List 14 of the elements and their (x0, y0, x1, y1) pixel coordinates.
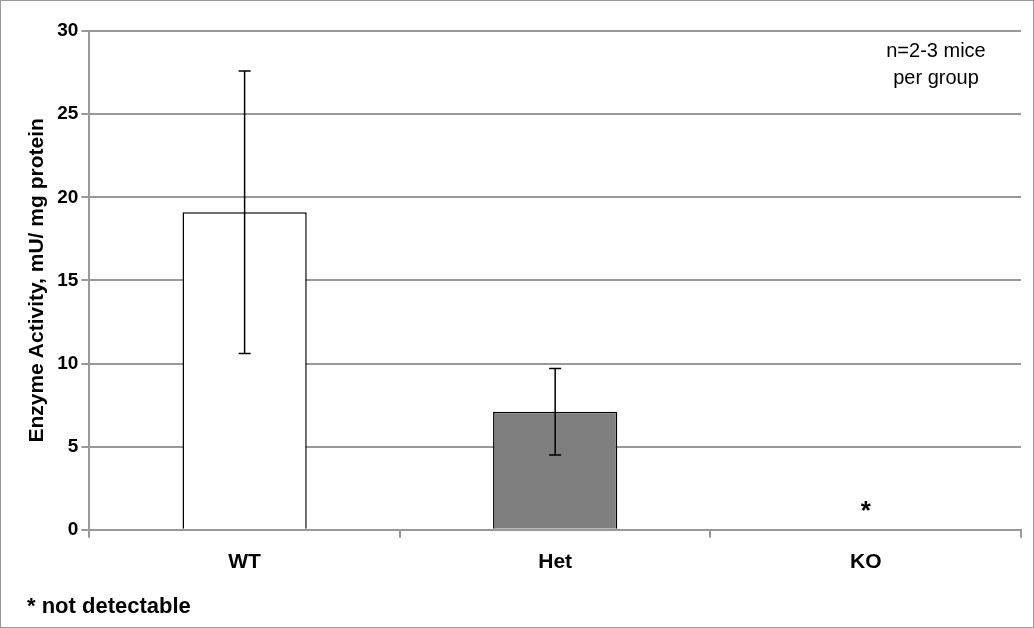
y-tick-label: 5 (67, 434, 79, 456)
x-tick-label: WT (228, 549, 262, 573)
text: * not detectable (27, 593, 191, 618)
annotation: n=2-3 mice per group (886, 38, 986, 88)
y-tick-label: 20 (57, 185, 79, 207)
y-tick-label: 25 (57, 102, 79, 124)
y-tick-label: 0 (67, 518, 79, 540)
y-tick-label: 10 (57, 351, 79, 373)
y-tick-label: 30 (57, 19, 79, 41)
y-tick-label: 15 (57, 268, 79, 290)
annotation: * (860, 494, 872, 525)
x-tick-label: KO (849, 549, 882, 573)
x-tick-label: Het (538, 549, 573, 573)
y-axis-title: Enzyme Activity, mU/ mg protein (24, 118, 48, 443)
